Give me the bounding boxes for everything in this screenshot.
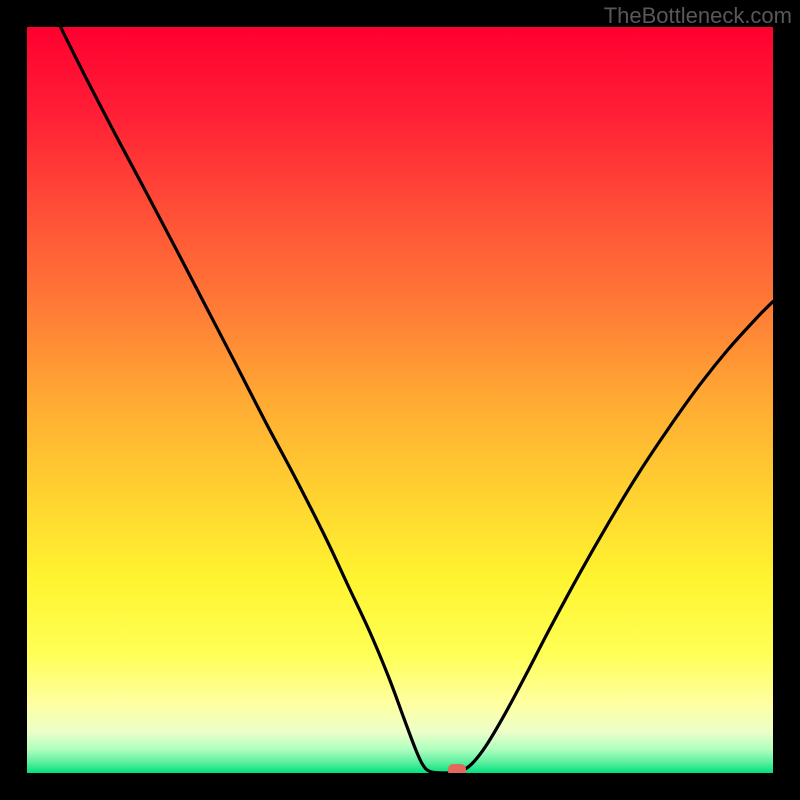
- plot-area: [27, 27, 773, 773]
- watermark-text: TheBottleneck.com: [604, 3, 792, 29]
- curve-svg: [27, 27, 773, 773]
- bottleneck-curve: [61, 27, 773, 773]
- optimum-marker: [448, 764, 466, 773]
